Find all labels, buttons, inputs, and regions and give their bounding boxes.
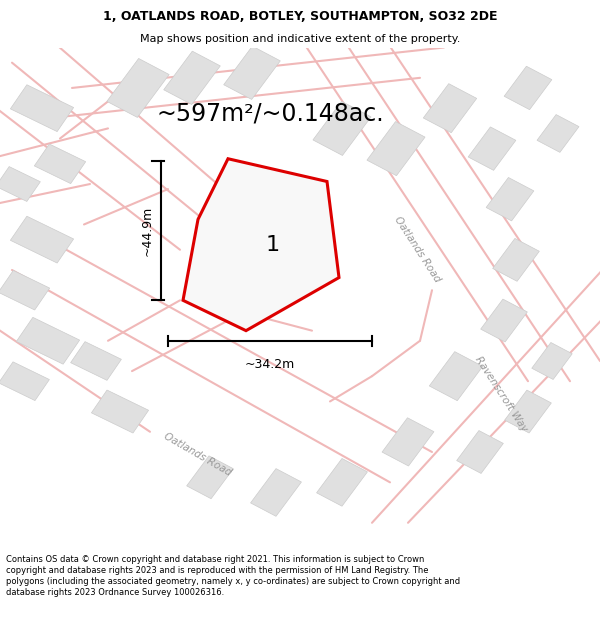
Polygon shape <box>91 390 149 433</box>
Polygon shape <box>224 46 280 99</box>
Text: Oatlands Road: Oatlands Road <box>163 431 233 478</box>
Polygon shape <box>493 238 539 281</box>
Polygon shape <box>16 318 80 364</box>
Text: Oatlands Road: Oatlands Road <box>392 215 442 284</box>
Text: 1: 1 <box>266 235 280 255</box>
Polygon shape <box>313 101 371 156</box>
Polygon shape <box>187 456 233 499</box>
Polygon shape <box>382 418 434 466</box>
Text: ~597m²/~0.148ac.: ~597m²/~0.148ac. <box>156 101 384 125</box>
Polygon shape <box>240 232 312 297</box>
Polygon shape <box>34 144 86 184</box>
Polygon shape <box>457 431 503 474</box>
Polygon shape <box>504 66 552 109</box>
Text: Contains OS data © Crown copyright and database right 2021. This information is : Contains OS data © Crown copyright and d… <box>6 554 460 597</box>
Polygon shape <box>468 127 516 171</box>
Polygon shape <box>164 51 220 104</box>
Polygon shape <box>0 362 49 401</box>
Polygon shape <box>532 342 572 379</box>
Polygon shape <box>10 216 74 263</box>
Text: ~44.9m: ~44.9m <box>141 206 154 256</box>
Polygon shape <box>481 299 527 342</box>
Polygon shape <box>317 459 367 506</box>
Text: 1, OATLANDS ROAD, BOTLEY, SOUTHAMPTON, SO32 2DE: 1, OATLANDS ROAD, BOTLEY, SOUTHAMPTON, S… <box>103 11 497 24</box>
Polygon shape <box>0 167 40 201</box>
Polygon shape <box>0 271 50 310</box>
Polygon shape <box>10 85 74 132</box>
Polygon shape <box>183 159 339 331</box>
Polygon shape <box>367 121 425 176</box>
Polygon shape <box>537 114 579 152</box>
Polygon shape <box>429 352 483 401</box>
Polygon shape <box>71 342 121 381</box>
Text: Ravenscroft Way: Ravenscroft Way <box>473 354 529 433</box>
Polygon shape <box>251 469 301 516</box>
Polygon shape <box>423 84 477 132</box>
Polygon shape <box>107 59 169 118</box>
Polygon shape <box>486 177 534 221</box>
Text: Map shows position and indicative extent of the property.: Map shows position and indicative extent… <box>140 34 460 44</box>
Polygon shape <box>505 390 551 433</box>
Text: ~34.2m: ~34.2m <box>245 359 295 371</box>
